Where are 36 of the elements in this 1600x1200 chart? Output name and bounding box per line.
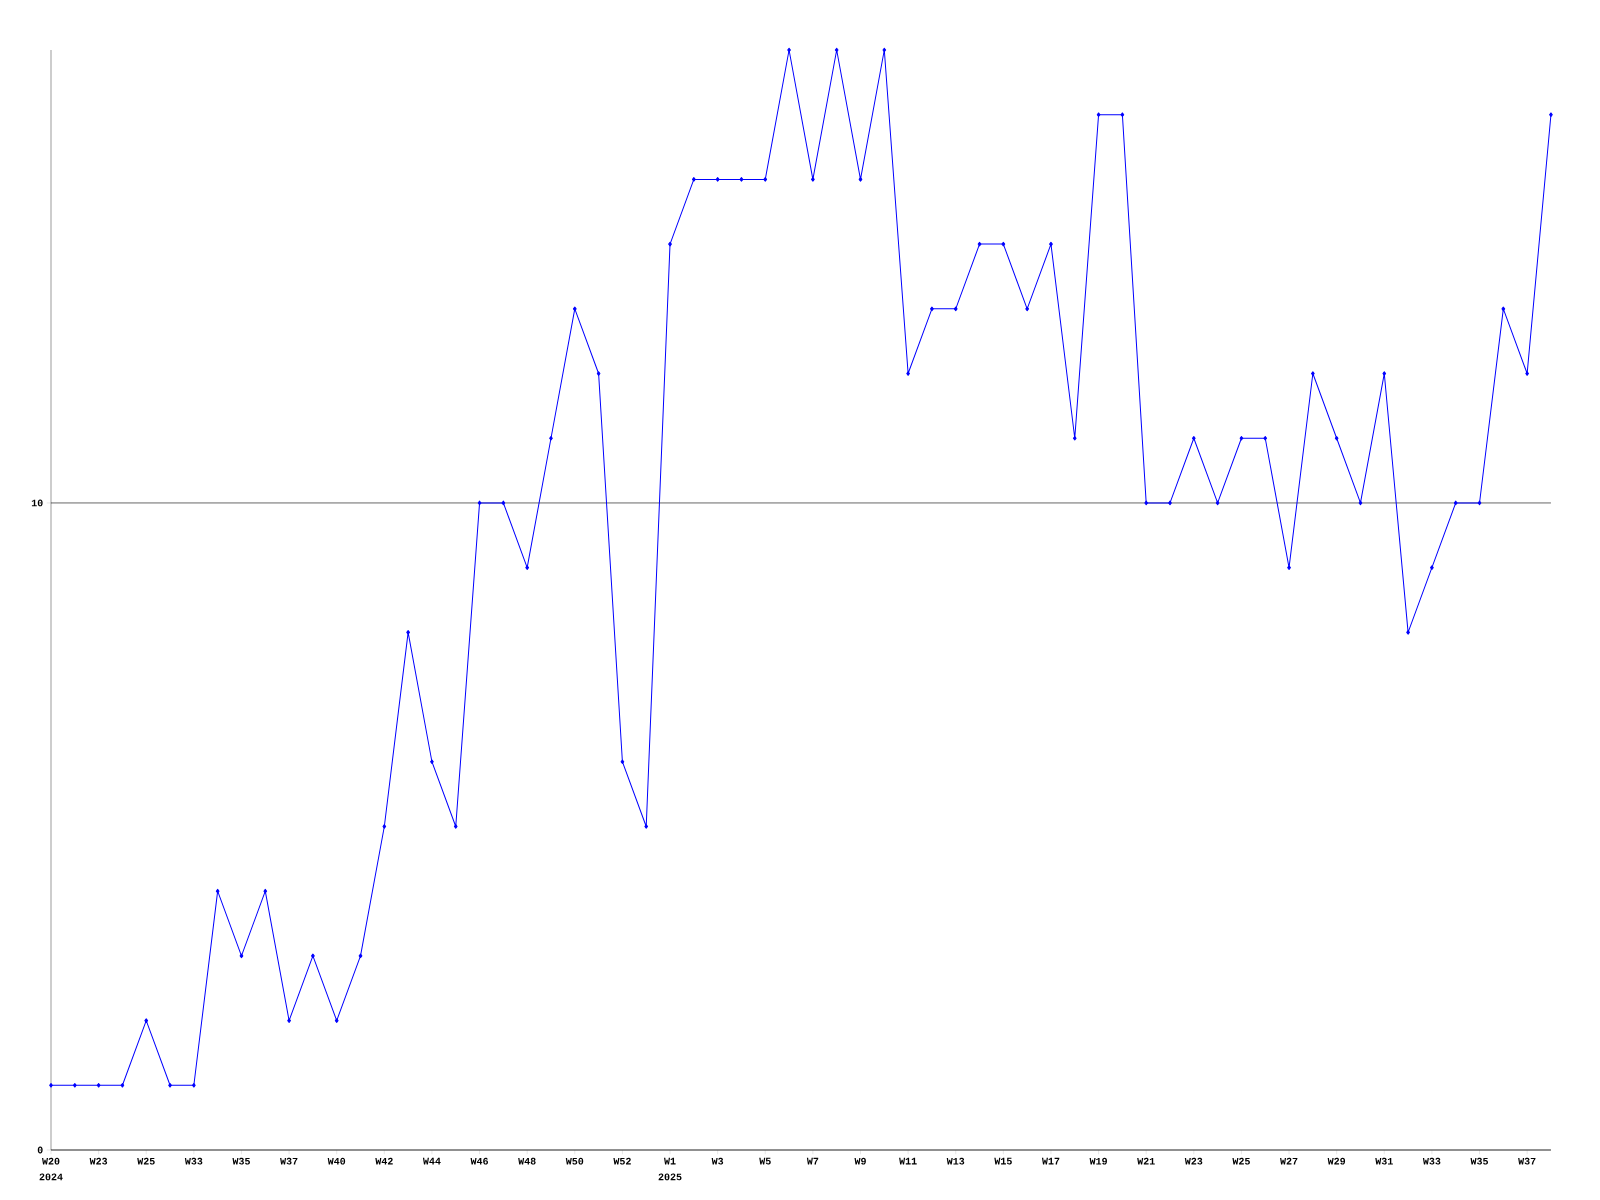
x-tick-label: W50: [565, 1157, 584, 1165]
x-tick-label: W5: [759, 1157, 771, 1165]
y-tick-label: 0: [37, 1146, 43, 1154]
x-tick-label: W37: [280, 1157, 298, 1165]
text: 2024: [39, 1173, 63, 1181]
x-tick-label: W17: [1041, 1157, 1060, 1165]
x-tick-label: W9: [854, 1157, 866, 1165]
x-tick-label: W40: [327, 1157, 346, 1165]
x-tick-label: W23: [1184, 1157, 1203, 1165]
x-tick-label: W23: [89, 1157, 108, 1165]
x-tick-label: W3: [711, 1157, 724, 1165]
x-tick-label: W37: [1518, 1157, 1536, 1165]
x-tick-label: W20: [42, 1157, 60, 1165]
x-tick-label: W21: [1137, 1157, 1155, 1165]
x-tick-label: W11: [899, 1157, 917, 1165]
x-tick-label: W33: [1422, 1157, 1441, 1165]
x-tick-label: W33: [184, 1157, 203, 1165]
y-tick-label: 10: [31, 499, 43, 507]
x-tick-label: W25: [1232, 1157, 1250, 1165]
text: 2025: [658, 1173, 682, 1181]
x-tick-label: W27: [1280, 1157, 1298, 1165]
x-tick-label: W15: [994, 1157, 1012, 1165]
x-tick-label: W7: [806, 1157, 819, 1165]
x-tick-label: W35: [1470, 1157, 1488, 1165]
x-tick-label: W25: [137, 1157, 155, 1165]
x-tick-label: W44: [422, 1157, 441, 1165]
x-tick-label: W52: [613, 1157, 631, 1165]
x-tick-label: W46: [470, 1157, 488, 1165]
x-tick-label: W1: [664, 1157, 676, 1165]
x-tick-label: W35: [232, 1157, 250, 1165]
x-tick-label: W29: [1327, 1157, 1346, 1165]
x-tick-label: W31: [1375, 1157, 1393, 1165]
x-tick-label: W42: [375, 1157, 393, 1165]
x-tick-label: W19: [1089, 1157, 1107, 1165]
x-tick-label: W48: [518, 1157, 536, 1165]
x-tick-label: W13: [946, 1157, 965, 1165]
